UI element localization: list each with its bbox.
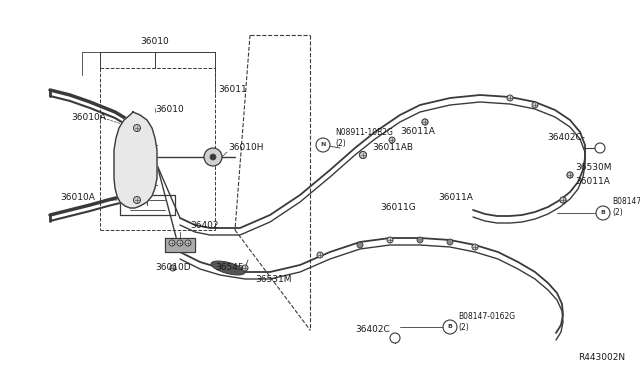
Text: 36011A: 36011A: [400, 128, 435, 137]
Text: B08147-0162G
(2): B08147-0162G (2): [612, 197, 640, 217]
Circle shape: [210, 154, 216, 160]
Text: 36545: 36545: [215, 263, 244, 273]
Circle shape: [242, 265, 248, 271]
Text: 36010A: 36010A: [60, 193, 95, 202]
Text: B08147-0162G
(2): B08147-0162G (2): [458, 312, 515, 332]
Circle shape: [560, 197, 566, 203]
Circle shape: [390, 333, 400, 343]
Circle shape: [177, 240, 183, 246]
Circle shape: [422, 119, 428, 125]
Circle shape: [422, 119, 428, 125]
Circle shape: [170, 265, 176, 271]
Circle shape: [360, 151, 367, 158]
Circle shape: [185, 240, 191, 246]
Circle shape: [560, 197, 566, 203]
Polygon shape: [165, 238, 195, 252]
Circle shape: [134, 125, 141, 131]
Circle shape: [596, 206, 610, 220]
Text: 36010D: 36010D: [155, 263, 191, 273]
Circle shape: [567, 172, 573, 178]
Circle shape: [417, 237, 423, 243]
Circle shape: [532, 102, 538, 108]
Circle shape: [595, 143, 605, 153]
Circle shape: [507, 95, 513, 101]
Text: B: B: [600, 211, 605, 215]
Text: 36010: 36010: [155, 106, 184, 115]
Circle shape: [389, 137, 395, 143]
Text: 36010A: 36010A: [71, 112, 106, 122]
Text: 36010: 36010: [141, 38, 170, 46]
Circle shape: [472, 244, 478, 250]
Circle shape: [317, 252, 323, 258]
Text: B: B: [447, 324, 452, 330]
Circle shape: [316, 138, 330, 152]
Text: 36010H: 36010H: [228, 144, 264, 153]
Circle shape: [357, 242, 363, 248]
Text: 36011A: 36011A: [438, 193, 473, 202]
Text: 36531M: 36531M: [255, 276, 291, 285]
Text: N: N: [320, 142, 326, 148]
Ellipse shape: [211, 261, 245, 275]
Text: 36011AB: 36011AB: [372, 144, 413, 153]
Text: 36402C: 36402C: [355, 326, 390, 334]
Text: R443002N: R443002N: [578, 353, 625, 362]
Text: 36402: 36402: [190, 221, 218, 230]
Circle shape: [567, 172, 573, 178]
Text: 36011: 36011: [218, 86, 247, 94]
Circle shape: [169, 240, 175, 246]
Circle shape: [447, 239, 453, 245]
Text: N08911-10B2G
(2): N08911-10B2G (2): [335, 128, 393, 148]
Circle shape: [134, 196, 141, 203]
Text: 36011A: 36011A: [575, 177, 610, 186]
Polygon shape: [114, 112, 157, 208]
Text: 36530M: 36530M: [575, 164, 611, 173]
Text: 36011G: 36011G: [380, 203, 416, 212]
Circle shape: [387, 237, 393, 243]
Text: 36402C-: 36402C-: [547, 134, 585, 142]
Circle shape: [443, 320, 457, 334]
Circle shape: [360, 151, 367, 158]
Circle shape: [204, 148, 222, 166]
